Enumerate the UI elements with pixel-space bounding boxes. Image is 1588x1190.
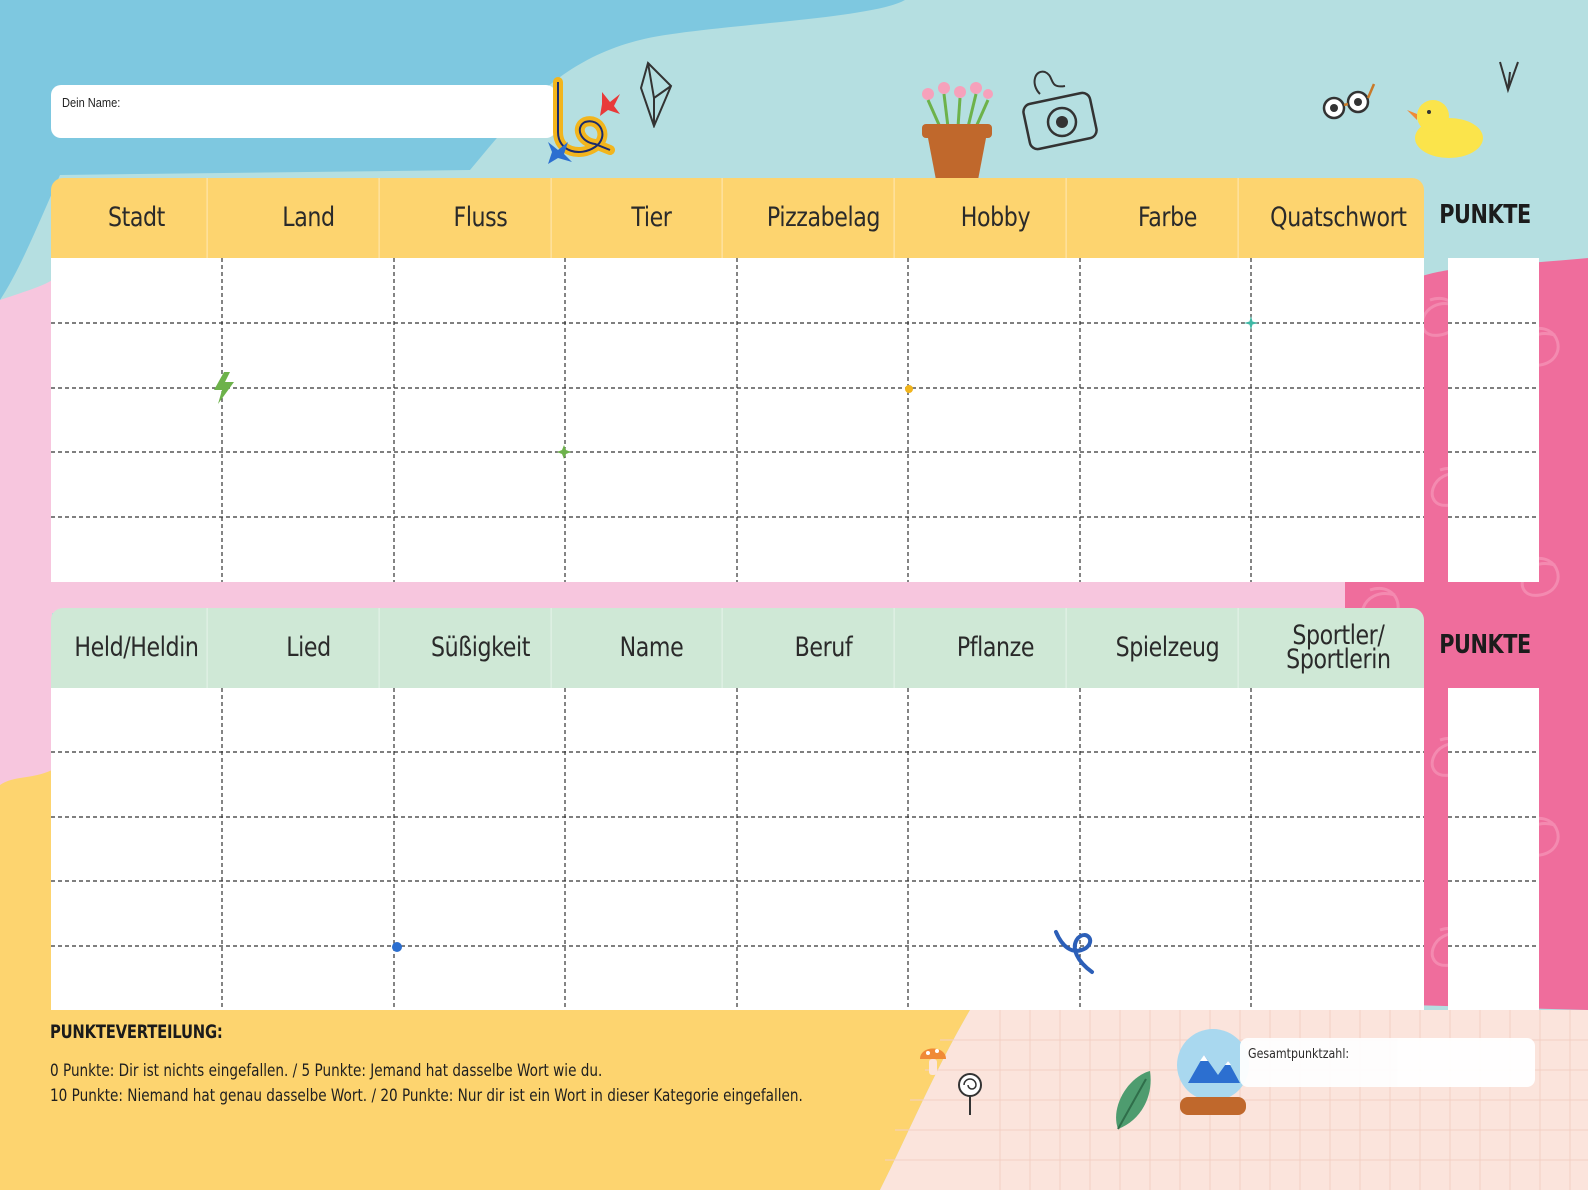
letter-e-swirl-icon [1054,930,1094,974]
bottom-table-header: Held/Heldin Lied Süßigkeit Name Beruf Pf… [51,608,1424,688]
header-quatschwort: Quatschwort [1270,202,1407,233]
camera-icon [1022,70,1098,151]
sparkle-teal-icon [1244,316,1258,330]
header-pizzabelag: Pizzabelag [753,178,895,258]
leaf-icon [1116,1071,1151,1130]
mushroom-icon [920,1048,946,1075]
header-suessigkeit: Süßigkeit [410,608,551,688]
bottom-grid-lines [51,688,1424,1010]
glasses-icon [1322,83,1376,120]
name-field[interactable]: Dein Name: [51,85,556,138]
lightning-icon [214,372,234,404]
header-land: Land [238,178,380,258]
header-pflanze: Pflanze [925,608,1067,688]
top-table-grid[interactable] [51,258,1424,582]
total-score-label: Gesamtpunktzahl: [1248,1047,1350,1062]
header-beruf: Beruf [753,608,895,688]
header-sportler: Sportler/ Sportlerin [1286,620,1391,675]
top-grid-lines [51,258,1424,582]
header-spielzeug: Spielzeug [1097,608,1238,688]
header-fluss: Fluss [410,178,551,258]
points-label-bottom: PUNKTE [1439,630,1531,660]
bottom-table-grid[interactable] [51,688,1424,1010]
header-hobby: Hobby [925,178,1067,258]
sparkle-green-icon [557,445,571,459]
points-column-top[interactable] [1448,258,1539,582]
points-bottom-lines [1448,751,1539,947]
header-held-heldin: Held/Heldin [66,608,208,688]
top-table-header: Stadt Land Fluss Tier Pizzabelag Hobby F… [51,178,1424,258]
header-stadt: Stadt [66,178,208,258]
letter-e-pencil-icon [548,77,620,164]
points-label-top: PUNKTE [1439,200,1531,230]
header-lied: Lied [238,608,380,688]
dot-blue-icon [392,942,402,952]
total-score-field[interactable]: Gesamtpunktzahl: [1240,1038,1535,1087]
rubber-duck-icon [1407,100,1483,158]
name-field-label: Dein Name: [62,95,121,110]
header-farbe: Farbe [1097,178,1238,258]
scoring-line-2: 10 Punkte: Niemand hat genau dasselbe Wo… [50,1086,803,1106]
points-top-lines [1448,322,1539,518]
paper-plane-icon [639,61,673,128]
header-name: Name [582,608,723,688]
arrow-doodle-icon [1499,61,1519,94]
header-tier: Tier [582,178,723,258]
flower-pot-icon [922,82,993,180]
scoring-line-1: 0 Punkte: Dir ist nichts eingefallen. / … [50,1061,603,1081]
lollipop-icon [958,1073,982,1115]
snow-globe-icon [1177,1029,1249,1115]
points-column-bottom[interactable] [1448,688,1539,1010]
scoring-title: PUNKTEVERTEILUNG: [50,1021,223,1043]
dot-yellow-icon [905,385,913,393]
